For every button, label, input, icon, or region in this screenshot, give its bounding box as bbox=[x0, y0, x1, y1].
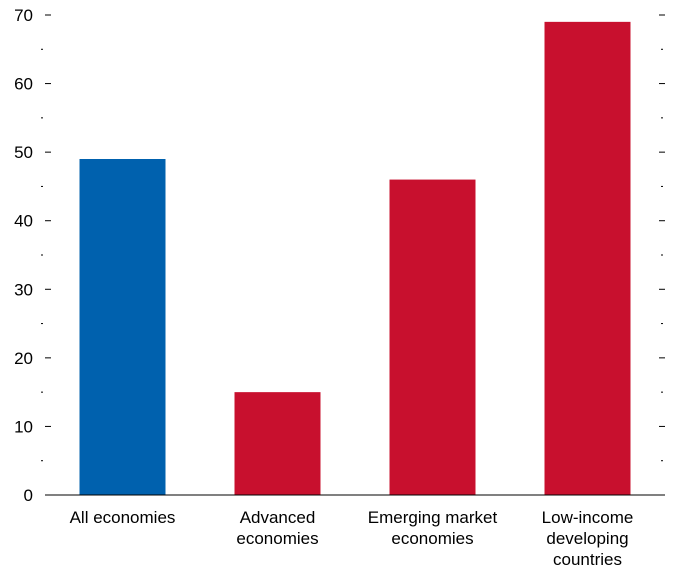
left-axis: 0 10 20 30 40 50 60 70 bbox=[14, 6, 51, 505]
y-tick-label: 30 bbox=[14, 280, 33, 299]
category-labels: All economies Advanced economies Emerging m… bbox=[70, 508, 634, 569]
category-label: All economies bbox=[70, 508, 176, 527]
y-tick-label: 20 bbox=[14, 349, 33, 368]
bar bbox=[389, 179, 476, 496]
category-label: Low-income developing countries bbox=[542, 508, 634, 569]
y-tick-label: 40 bbox=[14, 212, 33, 231]
category-label: Advanced economies bbox=[236, 508, 318, 548]
y-tick-label: 10 bbox=[14, 417, 33, 436]
y-tick-label: 50 bbox=[14, 143, 33, 162]
right-axis bbox=[659, 14, 665, 496]
bar bbox=[544, 21, 631, 495]
category-label: Emerging market economies bbox=[368, 508, 498, 548]
y-tick-label: 0 bbox=[24, 486, 33, 505]
y-tick-label: 60 bbox=[14, 75, 33, 94]
bar bbox=[79, 159, 166, 495]
y-tick-label: 70 bbox=[14, 6, 33, 25]
bar bbox=[234, 392, 321, 495]
bars bbox=[79, 21, 631, 496]
